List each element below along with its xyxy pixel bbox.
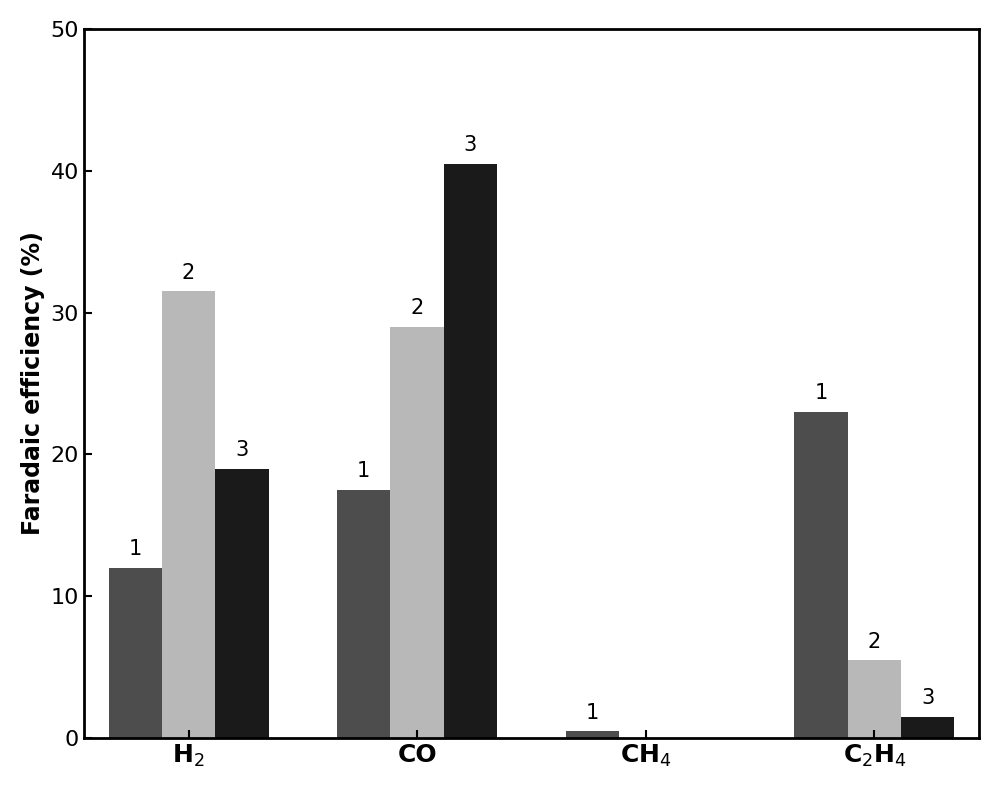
Text: 3: 3 bbox=[464, 135, 477, 155]
Bar bbox=[390, 327, 444, 738]
Bar bbox=[901, 717, 954, 738]
Bar bbox=[848, 660, 901, 738]
Bar bbox=[444, 164, 497, 738]
Text: 2: 2 bbox=[182, 263, 195, 283]
Bar bbox=[337, 490, 390, 738]
Bar bbox=[109, 568, 162, 738]
Text: 1: 1 bbox=[357, 461, 370, 481]
Text: 3: 3 bbox=[921, 688, 934, 709]
Bar bbox=[215, 468, 269, 738]
Text: 3: 3 bbox=[235, 440, 249, 460]
Text: 1: 1 bbox=[586, 702, 599, 723]
Bar bbox=[794, 412, 848, 738]
Text: 1: 1 bbox=[129, 540, 142, 559]
Bar bbox=[162, 292, 215, 738]
Text: 1: 1 bbox=[814, 383, 828, 404]
Text: 2: 2 bbox=[868, 631, 881, 652]
Bar bbox=[566, 731, 619, 738]
Y-axis label: Faradaic efficiency (%): Faradaic efficiency (%) bbox=[21, 231, 45, 536]
Text: 2: 2 bbox=[411, 298, 424, 318]
